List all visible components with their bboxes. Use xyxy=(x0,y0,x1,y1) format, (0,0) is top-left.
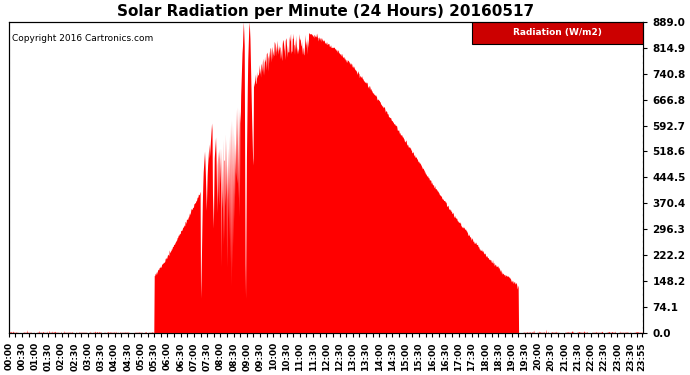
Title: Solar Radiation per Minute (24 Hours) 20160517: Solar Radiation per Minute (24 Hours) 20… xyxy=(117,4,535,19)
Text: Radiation (W/m2): Radiation (W/m2) xyxy=(513,28,602,37)
Text: Copyright 2016 Cartronics.com: Copyright 2016 Cartronics.com xyxy=(12,34,153,43)
FancyBboxPatch shape xyxy=(472,22,644,44)
